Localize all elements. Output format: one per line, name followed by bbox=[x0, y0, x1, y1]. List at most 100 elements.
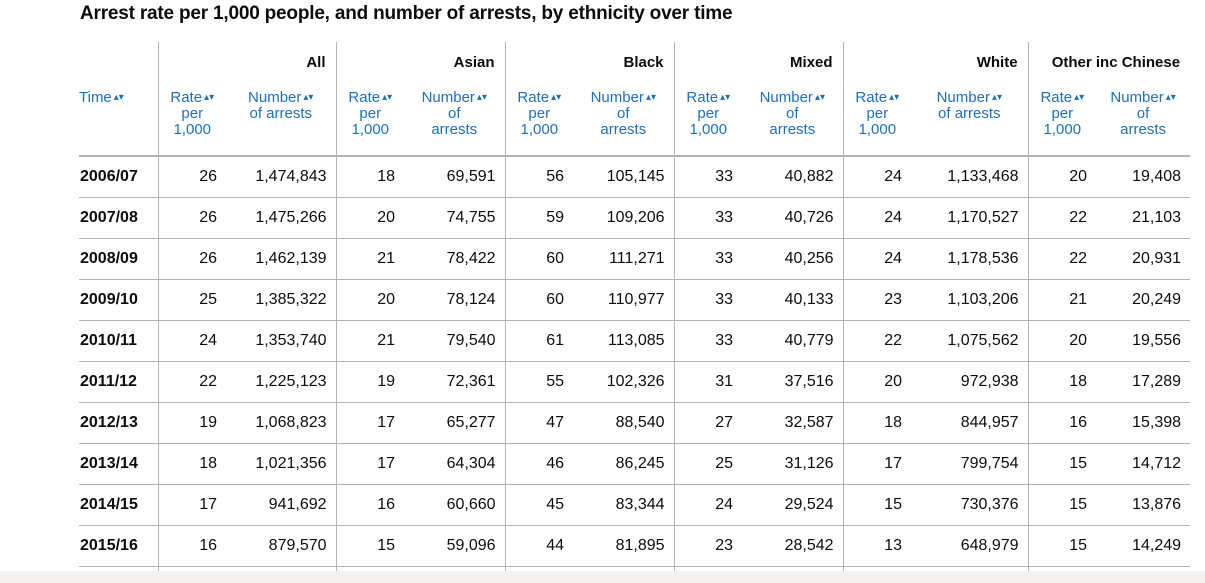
number-cell: 40,882 bbox=[784, 167, 834, 185]
sort-number-other-inc-chinese-button[interactable]: Number ▴▾ of arrests bbox=[1110, 90, 1175, 138]
time-group-spacer bbox=[79, 42, 158, 82]
rate-cell: 18 bbox=[842, 402, 912, 443]
rate-cell: 21 bbox=[335, 320, 405, 361]
number-cell: 60,660 bbox=[446, 495, 496, 513]
rate-cell: 27 bbox=[673, 402, 743, 443]
time-cell: 2007/08 bbox=[80, 208, 138, 226]
rate-cell: 55 bbox=[504, 361, 574, 402]
number-cell: 19,408 bbox=[1132, 167, 1182, 185]
sort-arrows-icon[interactable]: ▴▾ bbox=[889, 92, 900, 103]
sort-rate-mixed-button[interactable]: Rate ▴▾ per 1,000 bbox=[686, 90, 730, 138]
sort-arrows-icon[interactable]: ▴▾ bbox=[382, 92, 393, 103]
rate-cell: 20 bbox=[1027, 320, 1097, 361]
number-cell: 29,524 bbox=[784, 495, 834, 513]
sort-number-asian-button[interactable]: Number ▴▾ of arrests bbox=[422, 90, 487, 138]
time-cell: 2011/12 bbox=[80, 372, 137, 390]
number-cell: 14,249 bbox=[1132, 536, 1182, 554]
sort-arrows-icon[interactable]: ▴▾ bbox=[1074, 92, 1085, 103]
sort-number-white-button[interactable]: Number ▴▾ of arrests bbox=[937, 90, 1002, 122]
sort-arrows-icon[interactable]: ▴▾ bbox=[991, 92, 1002, 103]
sort-rate-asian-button[interactable]: Rate ▴▾ per 1,000 bbox=[348, 90, 392, 138]
number-cell: 83,344 bbox=[615, 495, 665, 513]
number-cell: 20,931 bbox=[1132, 249, 1182, 267]
number-header-black: Number ▴▾ of arrests bbox=[573, 82, 675, 157]
rate-cell: 26 bbox=[157, 238, 226, 279]
sort-arrows-icon[interactable]: ▴▾ bbox=[720, 92, 731, 103]
number-cell: 1,475,266 bbox=[255, 208, 327, 226]
header-label-line: of arrests bbox=[249, 105, 313, 122]
header-label-line: Number bbox=[1110, 89, 1164, 106]
rate-cell: 21 bbox=[1027, 279, 1097, 320]
sort-arrows-icon[interactable]: ▴▾ bbox=[476, 92, 487, 103]
rate-cell: 19 bbox=[157, 402, 226, 443]
sort-arrows-icon[interactable]: ▴▾ bbox=[204, 92, 215, 103]
rate-cell: 56 bbox=[504, 156, 574, 197]
header-label-line: per bbox=[181, 105, 204, 122]
header-label-line: arrests bbox=[600, 121, 647, 138]
sort-number-black-button[interactable]: Number ▴▾ of arrests bbox=[591, 90, 656, 138]
sort-arrows-icon[interactable]: ▴▾ bbox=[303, 92, 314, 103]
number-cell: 86,245 bbox=[615, 454, 665, 472]
number-cell: 1,103,206 bbox=[947, 290, 1019, 308]
sort-number-all-button[interactable]: Number ▴▾ of arrests bbox=[248, 90, 313, 122]
rate-cell: 33 bbox=[673, 197, 743, 238]
rate-header-black: Rate ▴▾ per 1,000 bbox=[504, 82, 574, 157]
rate-cell: 19 bbox=[335, 361, 405, 402]
number-cell: 730,376 bbox=[960, 495, 1019, 513]
sort-arrows-icon[interactable]: ▴▾ bbox=[645, 92, 656, 103]
group-header-all: All bbox=[157, 42, 337, 82]
number-cell: 1,474,843 bbox=[255, 167, 327, 185]
number-cell: 1,170,527 bbox=[947, 208, 1019, 226]
group-header-black: Black bbox=[504, 42, 675, 82]
number-header-asian: Number ▴▾ of arrests bbox=[404, 82, 506, 157]
header-label-line: of arrests bbox=[938, 105, 1001, 122]
header-label-line: Rate bbox=[1040, 89, 1073, 106]
header-label-line: Number bbox=[936, 89, 990, 106]
number-cell: 799,754 bbox=[960, 454, 1019, 472]
header-label-line: per bbox=[1051, 105, 1074, 122]
header-label-line: Rate bbox=[517, 89, 550, 106]
number-cell: 14,712 bbox=[1132, 454, 1182, 472]
number-cell: 1,075,562 bbox=[947, 331, 1019, 349]
group-header-mixed: Mixed bbox=[673, 42, 844, 82]
number-cell: 844,957 bbox=[960, 413, 1019, 431]
sort-rate-other-inc-chinese-button[interactable]: Rate ▴▾ per 1,000 bbox=[1040, 90, 1084, 138]
time-cell: 2013/14 bbox=[80, 454, 138, 472]
sort-arrows-icon[interactable]: ▴▾ bbox=[551, 92, 562, 103]
rate-header-other-inc-chinese: Rate ▴▾ per 1,000 bbox=[1027, 82, 1097, 157]
table-row: 2006/07 26 1,474,843 18 69,591 56 105,145 33 40,… bbox=[79, 156, 1191, 197]
number-cell: 1,385,322 bbox=[255, 290, 327, 308]
rate-cell: 16 bbox=[1027, 402, 1097, 443]
number-cell: 1,178,536 bbox=[947, 249, 1019, 267]
rate-cell: 20 bbox=[335, 197, 405, 238]
number-cell: 1,353,740 bbox=[255, 331, 327, 349]
number-cell: 78,422 bbox=[446, 249, 496, 267]
time-cell: 2015/16 bbox=[80, 536, 138, 554]
rate-cell: 18 bbox=[1027, 361, 1097, 402]
number-cell: 40,779 bbox=[784, 331, 834, 349]
number-cell: 15,398 bbox=[1132, 413, 1182, 431]
sort-rate-all-button[interactable]: Rate ▴▾ per 1,000 bbox=[170, 90, 214, 138]
number-cell: 40,256 bbox=[784, 249, 834, 267]
rate-cell: 18 bbox=[335, 156, 405, 197]
sort-rate-white-button[interactable]: Rate ▴▾ per 1,000 bbox=[855, 90, 899, 138]
table-row: 2008/09 26 1,462,139 21 78,422 60 111,271 33 40,… bbox=[79, 238, 1191, 279]
number-cell: 88,540 bbox=[615, 413, 665, 431]
header-label-line: Number bbox=[590, 89, 644, 106]
rate-cell: 17 bbox=[335, 443, 405, 484]
number-cell: 113,085 bbox=[607, 331, 665, 349]
sort-time-button[interactable]: Time ▴▾ bbox=[79, 90, 124, 106]
header-label-line: of bbox=[448, 105, 461, 122]
number-cell: 879,570 bbox=[268, 536, 327, 554]
sort-arrows-icon[interactable]: ▴▾ bbox=[1165, 92, 1176, 103]
table-row: 2015/16 16 879,570 15 59,096 44 81,895 23 28,542… bbox=[79, 525, 1191, 566]
number-cell: 110,977 bbox=[607, 290, 665, 308]
rate-cell: 23 bbox=[842, 279, 912, 320]
sort-number-mixed-button[interactable]: Number ▴▾ of arrests bbox=[760, 90, 825, 138]
sort-rate-black-button[interactable]: Rate ▴▾ per 1,000 bbox=[517, 90, 561, 138]
number-header-all: Number ▴▾ of arrests bbox=[226, 82, 337, 157]
sort-arrows-icon[interactable]: ▴▾ bbox=[113, 92, 124, 103]
sort-arrows-icon[interactable]: ▴▾ bbox=[814, 92, 825, 103]
number-cell: 1,068,823 bbox=[255, 413, 327, 431]
header-label-line: 1,000 bbox=[351, 121, 390, 138]
